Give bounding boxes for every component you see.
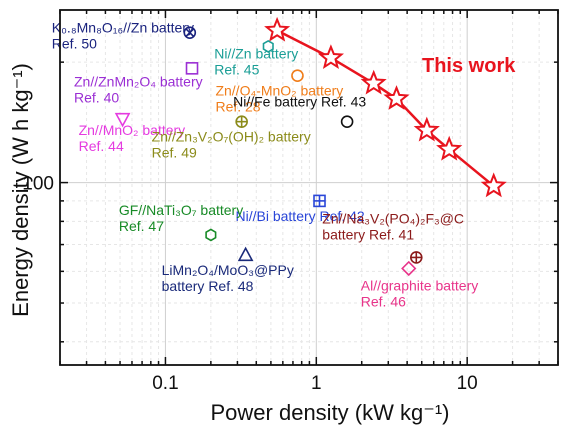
- this-work-star: [317, 44, 345, 70]
- x-tick-label: 10: [457, 373, 478, 394]
- ref-marker-triangle-down: [114, 112, 131, 128]
- ref-label-line: K₀.₈Mn₈O₁₆//Zn battery: [52, 20, 194, 36]
- ref-label: Ni//Zn battery Ref. 45: [214, 45, 298, 77]
- ref-label-line: Ref. 49: [152, 145, 197, 161]
- this-work-star: [436, 135, 463, 161]
- x-axis-title: Power density (kW kg⁻¹): [211, 400, 450, 425]
- ref-label: Zn//MnO₂ battery Ref. 44: [79, 122, 186, 154]
- ref-label: Zn//Na₃V₂(PO₄)₂F₃@C battery Ref. 41: [322, 210, 464, 242]
- ref-label-line: GF//NaTi₃O₇ battery: [119, 202, 243, 218]
- ref-label-line: LiMn₂O₄/MoO₃@PPy: [162, 262, 294, 278]
- this-work-star: [383, 85, 410, 110]
- y-tick-label: 100: [22, 174, 54, 195]
- ref-marker-hexagon: [262, 39, 274, 53]
- ref-label-line: Ref. 45: [214, 61, 259, 77]
- ref-label-line: battery Ref. 41: [322, 226, 414, 242]
- this-work-series: This work: [264, 16, 516, 198]
- ref-marker-square-plus: [313, 194, 326, 208]
- x-tick-label: 1: [311, 373, 322, 394]
- ref-label: Ni//Fe battery Ref. 43: [233, 94, 366, 110]
- axis-ticks: 0.1 1 10 100: [22, 10, 559, 394]
- ref-label-line: Zn//O₄-MnO₂ battery: [215, 83, 343, 99]
- ref-label-line: Zn//Zn₃V₂O₇(OH)₂ battery: [152, 129, 311, 145]
- ref-label-line: battery Ref. 48: [162, 278, 254, 294]
- ref-marker-triangle: [237, 246, 254, 262]
- ref-label-line: Zn//MnO₂ battery: [79, 122, 186, 138]
- ref-marker-circle-plus: [235, 115, 248, 128]
- this-work-star: [264, 16, 291, 42]
- ref-label: LiMn₂O₄/MoO₃@PPy battery Ref. 48: [162, 262, 294, 294]
- ref-label-line: Ref. 44: [79, 138, 124, 154]
- ref-label-line: Ref. 28: [215, 99, 260, 115]
- y-axis-title: Energy density (W h kg⁻¹): [8, 63, 33, 317]
- ref-label: Ni//Bi battery Ref. 42: [236, 208, 365, 224]
- this-work-star: [480, 172, 507, 198]
- ref-marker-square: [185, 62, 199, 75]
- ref-label: K₀.₈Mn₈O₁₆//Zn battery Ref. 50: [52, 20, 194, 52]
- grid: [59, 10, 559, 365]
- ref-label-line: Ni//Zn battery: [214, 45, 298, 61]
- this-work-star: [413, 116, 440, 142]
- ref-marker-circle: [340, 115, 354, 128]
- ref-marker-circle-x: [183, 26, 197, 39]
- ref-label-line: Ref. 50: [52, 36, 97, 52]
- x-tick-label: 0.1: [152, 373, 178, 394]
- ref-label-line: Ni//Bi battery Ref. 42: [236, 208, 365, 224]
- ref-marker-hexagon: [205, 228, 217, 242]
- ref-label: Zn//O₄-MnO₂ battery Ref. 28: [215, 83, 343, 115]
- this-work-label: This work: [422, 55, 516, 77]
- this-work-star: [360, 69, 387, 95]
- ref-label-line: Ref. 47: [119, 218, 164, 234]
- ref-label: Zn//Zn₃V₂O₇(OH)₂ battery Ref. 49: [152, 129, 311, 161]
- ref-label-line: Ref. 40: [74, 89, 119, 105]
- ref-label-line: Ref. 46: [361, 293, 406, 309]
- ref-label: GF//NaTi₃O₇ battery Ref. 47: [119, 202, 243, 234]
- ref-label-line: Al//graphite battery: [361, 277, 479, 293]
- ref-marker-circle: [291, 69, 304, 82]
- ref-label-line: Zn//Na₃V₂(PO₄)₂F₃@C: [322, 210, 464, 226]
- ref-marker-circle-plus: [409, 251, 423, 264]
- ref-label-line: Zn//ZnMn₂O₄ battery: [74, 73, 203, 89]
- reference-points: K₀.₈Mn₈O₁₆//Zn battery Ref. 50 Ni//Zn batt…: [52, 20, 478, 310]
- ref-marker-diamond: [401, 260, 417, 277]
- ref-label: Al//graphite battery Ref. 46: [361, 277, 479, 309]
- ref-label-line: Ni//Fe battery Ref. 43: [233, 94, 366, 110]
- ref-label: Zn//ZnMn₂O₄ battery Ref. 40: [74, 73, 203, 105]
